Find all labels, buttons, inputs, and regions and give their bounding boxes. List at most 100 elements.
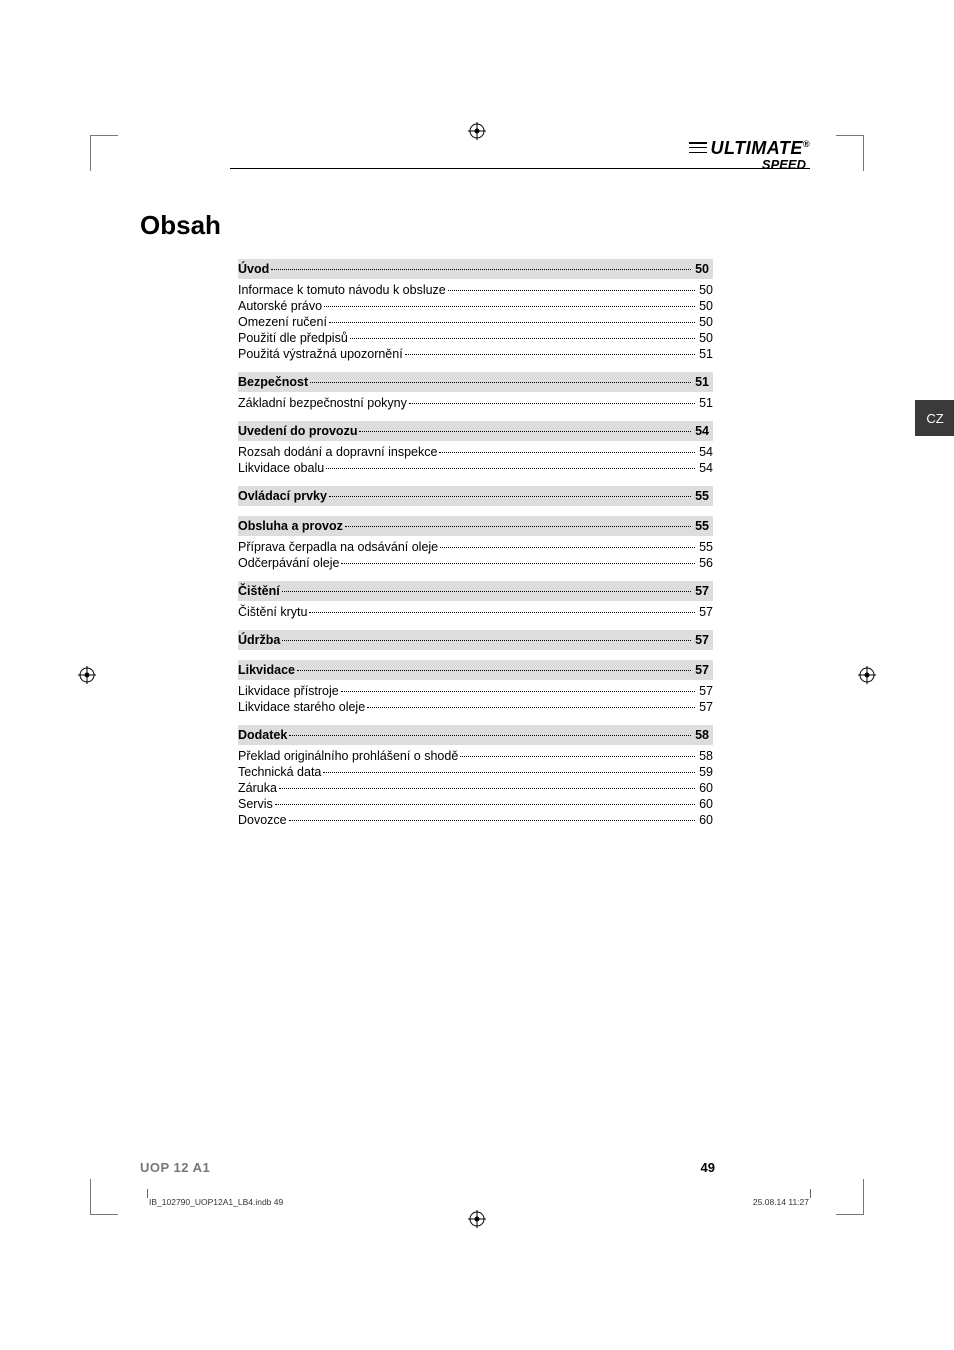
- toc-item: Technická data59: [238, 764, 713, 780]
- toc-page: 55: [697, 540, 713, 554]
- crop-mark: [90, 135, 118, 171]
- table-of-contents: Úvod 50 Informace k tomuto návodu k obsluz…: [238, 259, 713, 828]
- brand-name: ULTIMATE: [711, 138, 803, 158]
- header-rule: [230, 168, 810, 169]
- toc-leader-dots: [367, 707, 695, 708]
- toc-section: Údržba 57: [238, 630, 713, 650]
- toc-label: Technická data: [238, 765, 321, 779]
- brand-logo: ULTIMATE® SPEED: [689, 138, 810, 172]
- toc-page: 60: [697, 781, 713, 795]
- toc-item: Omezení ručení 50: [238, 314, 713, 330]
- toc-page: 50: [697, 315, 713, 329]
- toc-leader-dots: [289, 820, 695, 821]
- toc-leader-dots: [271, 269, 691, 270]
- toc-label: Obsluha a provoz: [238, 519, 343, 533]
- toc-item: Základní bezpečnostní pokyny 51: [238, 395, 713, 411]
- toc-leader-dots: [329, 322, 695, 323]
- toc-section: Uvedení do provozu 54: [238, 421, 713, 441]
- toc-label: Ovládací prvky: [238, 489, 327, 503]
- toc-leader-dots: [309, 612, 695, 613]
- toc-label: Překlad originálního prohlášení o shodě: [238, 749, 458, 763]
- toc-label: Autorské právo: [238, 299, 322, 313]
- registration-mark-icon: [468, 122, 486, 140]
- toc-page: 50: [697, 283, 713, 297]
- toc-leader-dots: [310, 382, 691, 383]
- toc-leader-dots: [350, 338, 695, 339]
- toc-label: Úvod: [238, 262, 269, 276]
- toc-page: 58: [693, 728, 709, 742]
- toc-leader-dots: [329, 496, 691, 497]
- toc-label: Dodatek: [238, 728, 287, 742]
- toc-page: 57: [697, 684, 713, 698]
- registration-mark-icon: [78, 666, 96, 684]
- toc-item: Záruka 60: [238, 780, 713, 796]
- toc-page: 51: [697, 396, 713, 410]
- toc-label: Likvidace přístroje: [238, 684, 339, 698]
- toc-page: 50: [693, 262, 709, 276]
- toc-leader-dots: [326, 468, 695, 469]
- toc-label: Servis: [238, 797, 273, 811]
- toc-leader-dots: [409, 403, 695, 404]
- toc-label: Čištění krytu: [238, 605, 307, 619]
- toc-label: Uvedení do provozu: [238, 424, 357, 438]
- toc-label: Bezpečnost: [238, 375, 308, 389]
- crop-mark: [836, 135, 864, 171]
- toc-section: Ovládací prvky55: [238, 486, 713, 506]
- toc-label: Odčerpávání oleje: [238, 556, 339, 570]
- toc-label: Příprava čerpadla na odsávání oleje: [238, 540, 438, 554]
- toc-leader-dots: [275, 804, 695, 805]
- toc-label: Použití dle předpisů: [238, 331, 348, 345]
- brand-main-text: ULTIMATE®: [689, 138, 810, 159]
- toc-item: Servis60: [238, 796, 713, 812]
- toc-page: 51: [693, 375, 709, 389]
- toc-leader-dots: [289, 735, 691, 736]
- toc-label: Základní bezpečnostní pokyny: [238, 396, 407, 410]
- toc-page: 57: [693, 633, 709, 647]
- toc-leader-dots: [439, 452, 695, 453]
- toc-label: Omezení ručení: [238, 315, 327, 329]
- toc-section: Úvod 50: [238, 259, 713, 279]
- toc-item: Použitá výstražná upozornění51: [238, 346, 713, 362]
- toc-leader-dots: [341, 691, 695, 692]
- tick-mark: [810, 1189, 811, 1198]
- toc-leader-dots: [341, 563, 695, 564]
- toc-label: Dovozce: [238, 813, 287, 827]
- toc-page: 56: [697, 556, 713, 570]
- toc-page: 57: [697, 605, 713, 619]
- language-tab: CZ: [915, 400, 954, 436]
- toc-page: 50: [697, 299, 713, 313]
- toc-label: Údržba: [238, 633, 280, 647]
- toc-item: Příprava čerpadla na odsávání oleje 55: [238, 539, 713, 555]
- page-number: 49: [701, 1160, 715, 1175]
- registration-mark-icon: [858, 666, 876, 684]
- toc-page: 55: [693, 519, 709, 533]
- registered-mark: ®: [803, 139, 810, 149]
- registration-mark-icon: [468, 1210, 486, 1228]
- toc-page: 58: [697, 749, 713, 763]
- toc-page: 54: [693, 424, 709, 438]
- tick-mark: [147, 1189, 148, 1198]
- toc-section: Čištění 57: [238, 581, 713, 601]
- toc-leader-dots: [440, 547, 695, 548]
- toc-label: Informace k tomuto návodu k obsluze: [238, 283, 446, 297]
- toc-page: 57: [693, 663, 709, 677]
- toc-item: Čištění krytu 57: [238, 604, 713, 620]
- toc-page: 57: [697, 700, 713, 714]
- toc-leader-dots: [460, 756, 695, 757]
- toc-leader-dots: [279, 788, 695, 789]
- crop-mark: [836, 1179, 864, 1215]
- toc-item: Likvidace přístroje 57: [238, 683, 713, 699]
- toc-page: 57: [693, 584, 709, 598]
- toc-label: Rozsah dodání a dopravní inspekce: [238, 445, 437, 459]
- toc-item: Odčerpávání oleje 56: [238, 555, 713, 571]
- toc-item: Použití dle předpisů 50: [238, 330, 713, 346]
- toc-page: 50: [697, 331, 713, 345]
- toc-item: Dovozce60: [238, 812, 713, 828]
- model-number: UOP 12 A1: [140, 1160, 210, 1175]
- toc-label: Záruka: [238, 781, 277, 795]
- print-footline-right: 25.08.14 11:27: [753, 1197, 809, 1207]
- page-footer: UOP 12 A1 49: [140, 1160, 715, 1175]
- page-content: ULTIMATE® SPEED Obsah Úvod50Informace k …: [140, 140, 810, 828]
- toc-label: Čištění: [238, 584, 280, 598]
- brand-sub-text: SPEED: [689, 157, 810, 172]
